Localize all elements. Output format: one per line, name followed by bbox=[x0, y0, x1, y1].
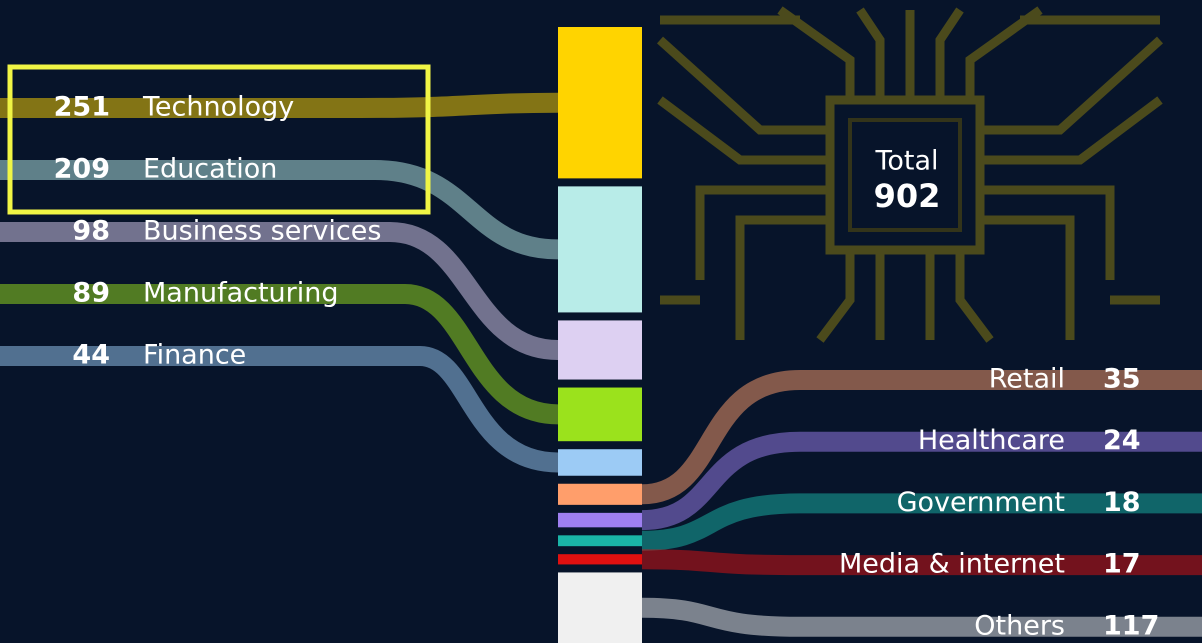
highlight-box bbox=[7, 64, 431, 215]
segment bbox=[558, 449, 642, 476]
ribbon bbox=[0, 160, 559, 260]
value-label: 89 bbox=[72, 278, 110, 309]
ribbon bbox=[641, 370, 1202, 505]
segment bbox=[558, 554, 642, 565]
segment bbox=[558, 320, 642, 380]
category-label: Finance bbox=[143, 340, 246, 371]
category-label: Others bbox=[974, 610, 1065, 641]
segment bbox=[558, 483, 642, 505]
category-label: Healthcare bbox=[918, 425, 1065, 456]
ribbon bbox=[0, 346, 559, 473]
ribbon bbox=[0, 284, 559, 425]
segment bbox=[558, 572, 642, 643]
value-label: 117 bbox=[1103, 610, 1159, 641]
ribbon bbox=[0, 222, 559, 360]
total-label: Total bbox=[874, 146, 938, 177]
value-label: 18 bbox=[1103, 487, 1141, 518]
category-label: Retail bbox=[989, 364, 1065, 395]
column bbox=[558, 27, 642, 643]
value-label: 251 bbox=[54, 92, 110, 123]
value-label: 98 bbox=[72, 216, 110, 247]
ribbon bbox=[641, 493, 1202, 551]
segment bbox=[558, 186, 642, 313]
value-label: 209 bbox=[54, 154, 110, 185]
value-label: 35 bbox=[1103, 364, 1141, 395]
segment bbox=[558, 387, 642, 442]
ribbon bbox=[641, 597, 1202, 637]
ribbon bbox=[641, 549, 1202, 576]
ribbon bbox=[641, 431, 1202, 531]
category-label: Government bbox=[897, 487, 1065, 518]
value-label: 17 bbox=[1103, 549, 1141, 580]
segment bbox=[558, 27, 642, 179]
value-label: 44 bbox=[72, 340, 110, 371]
chip-decoration bbox=[656, 6, 1164, 343]
category-label: Manufacturing bbox=[143, 278, 339, 309]
category-label: Technology bbox=[142, 92, 294, 123]
value-label: 24 bbox=[1103, 425, 1141, 456]
total-value: 902 bbox=[874, 177, 941, 215]
ribbon bbox=[0, 92, 559, 118]
category-label: Education bbox=[143, 154, 277, 185]
segment bbox=[558, 535, 642, 547]
segment bbox=[558, 512, 642, 528]
category-label: Business services bbox=[143, 216, 381, 247]
category-label: Media & internet bbox=[839, 549, 1065, 580]
ribbons bbox=[0, 92, 1202, 637]
